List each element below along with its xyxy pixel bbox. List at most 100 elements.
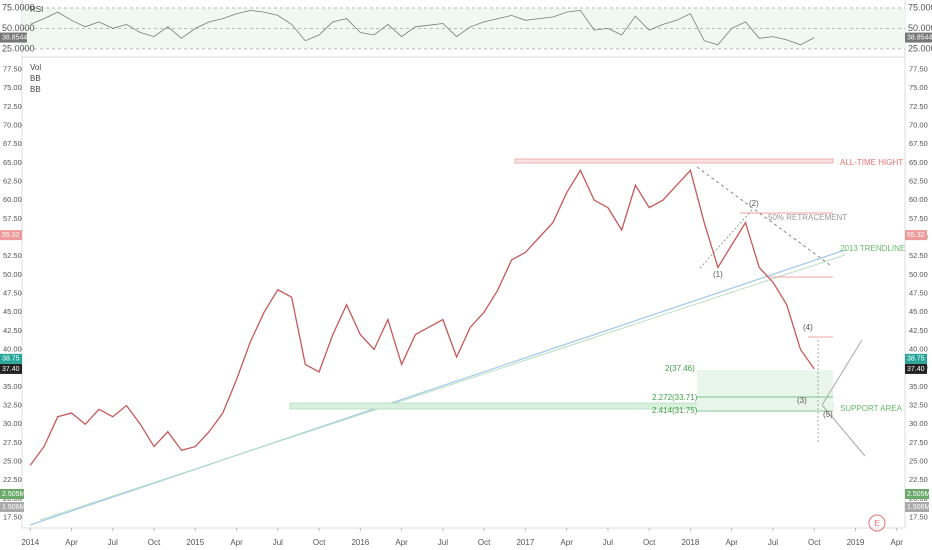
y-tick-label: 65.00	[909, 158, 928, 167]
y-tick-label: 70.00	[909, 120, 928, 129]
x-tick-label: 2014	[21, 538, 39, 547]
y-tick-label: 42.50	[909, 326, 928, 335]
y-tick-label: 75.00	[909, 83, 928, 92]
y-tick-label: 50.00	[3, 270, 22, 279]
y-tick-label: 60.00	[909, 195, 928, 204]
price-box	[0, 353, 22, 364]
y-tick-label: 77.50	[3, 64, 22, 73]
x-tick-label: 2017	[516, 538, 534, 547]
rsi-tick-label: 50.0000	[908, 23, 932, 33]
y-tick-label: 72.50	[909, 102, 928, 111]
annotation: ALL-TIME HIGHT	[840, 158, 903, 167]
y-tick-label: 30.00	[3, 419, 22, 428]
projection-down	[821, 404, 866, 457]
x-tick-label: Apr	[395, 538, 408, 547]
price-line	[29, 168, 815, 466]
fib-zone	[697, 370, 833, 410]
y-tick-label: 27.50	[3, 438, 22, 447]
y-tick-label: 40.00	[909, 344, 928, 353]
volume-box	[905, 489, 929, 499]
rsi-tick-label: 75.0000	[2, 2, 35, 12]
y-tick-label: 32.50	[3, 401, 22, 410]
y-tick-label: 52.50	[3, 251, 22, 260]
x-tick-label: Apr	[560, 538, 573, 547]
volume-box	[0, 502, 24, 512]
x-tick-label: Apr	[230, 538, 243, 547]
x-tick-label: Apr	[725, 538, 738, 547]
y-tick-label: 65.00	[3, 158, 22, 167]
volume-label: 1.506M	[2, 504, 26, 511]
x-tick-label: Jul	[768, 538, 778, 547]
y-tick-label: 25.00	[3, 457, 22, 466]
volume-label: 1.506M	[907, 504, 931, 511]
y-tick-label: 50.00	[909, 270, 928, 279]
price-label: 55.32	[2, 232, 20, 239]
y-tick-label: 35.00	[909, 382, 928, 391]
y-tick-label: 57.50	[909, 214, 928, 223]
volume-label: 2.505M	[907, 491, 931, 498]
y-tick-label: 67.50	[909, 139, 928, 148]
x-tick-label: Oct	[313, 538, 326, 547]
x-tick-label: Oct	[478, 538, 491, 547]
x-tick-label: Jul	[438, 538, 448, 547]
ath-zone	[514, 158, 834, 164]
earnings-badge	[868, 514, 886, 532]
x-tick-label: 2015	[186, 538, 204, 547]
annotation: (2)	[749, 199, 759, 208]
y-tick-label: 30.00	[909, 419, 928, 428]
y-tick-label: 17.50	[3, 513, 22, 522]
price-label: 38.75	[2, 356, 20, 363]
y-tick-label: 22.50	[909, 475, 928, 484]
legend-text: BB	[30, 74, 41, 83]
x-tick-label: Jul	[108, 538, 118, 547]
rsi-tick-label: 50.0000	[2, 23, 35, 33]
annotation: (4)	[803, 323, 813, 332]
annotation: 2.414(31.75)	[652, 406, 698, 415]
y-tick-label: 45.00	[909, 307, 928, 316]
price-box	[905, 353, 927, 364]
rsi-value-label: 38.8544	[2, 34, 27, 41]
annotation: SUPPORT AREA	[840, 404, 903, 413]
rsi-tick-label: 25.0000	[908, 43, 932, 53]
y-tick-label: 27.50	[909, 438, 928, 447]
y-tick-label: 47.50	[3, 288, 22, 297]
legend-text: RSI	[30, 5, 43, 14]
price-label: 38.75	[907, 356, 925, 363]
x-tick-label: 2019	[847, 538, 865, 547]
legend-text: Vol	[30, 63, 41, 72]
y-tick-label: 62.50	[3, 176, 22, 185]
legend-text: BB	[30, 85, 41, 94]
price-label: 37.40	[907, 366, 925, 373]
y-tick-label: 22.50	[3, 475, 22, 484]
x-tick-label: Apr	[65, 538, 78, 547]
price-box	[0, 363, 22, 374]
annotation: 50% RETRACEMENT	[768, 213, 847, 222]
price-box	[905, 230, 927, 241]
y-tick-label: 35.00	[3, 382, 22, 391]
x-tick-label: Oct	[808, 538, 821, 547]
y-tick-label: 57.50	[3, 214, 22, 223]
y-tick-label: 75.00	[3, 83, 22, 92]
y-tick-label: 77.50	[909, 64, 928, 73]
trendline-2013-green	[39, 254, 846, 521]
annotation: 2013 TRENDLINE	[840, 244, 905, 253]
y-tick-label: 52.50	[909, 251, 928, 260]
y-tick-label: 45.00	[3, 307, 22, 316]
y-tick-label: 17.50	[909, 513, 928, 522]
annotation: 2.272(33.71)	[652, 393, 698, 402]
rsi-value-box	[905, 32, 932, 43]
wave-line	[699, 209, 753, 269]
rsi-value-label: 38.8544	[907, 34, 932, 41]
x-tick-label: Jul	[273, 538, 283, 547]
y-tick-label: 42.50	[3, 326, 22, 335]
price-box	[905, 363, 927, 374]
y-tick-label: 60.00	[3, 195, 22, 204]
rsi-value-box	[0, 32, 27, 43]
rsi-tick-label: 75.0000	[908, 2, 932, 12]
price-label: 37.40	[2, 366, 20, 373]
y-tick-label: 40.00	[3, 344, 22, 353]
y-tick-label: 25.00	[909, 457, 928, 466]
x-tick-label: Apr	[891, 538, 904, 547]
